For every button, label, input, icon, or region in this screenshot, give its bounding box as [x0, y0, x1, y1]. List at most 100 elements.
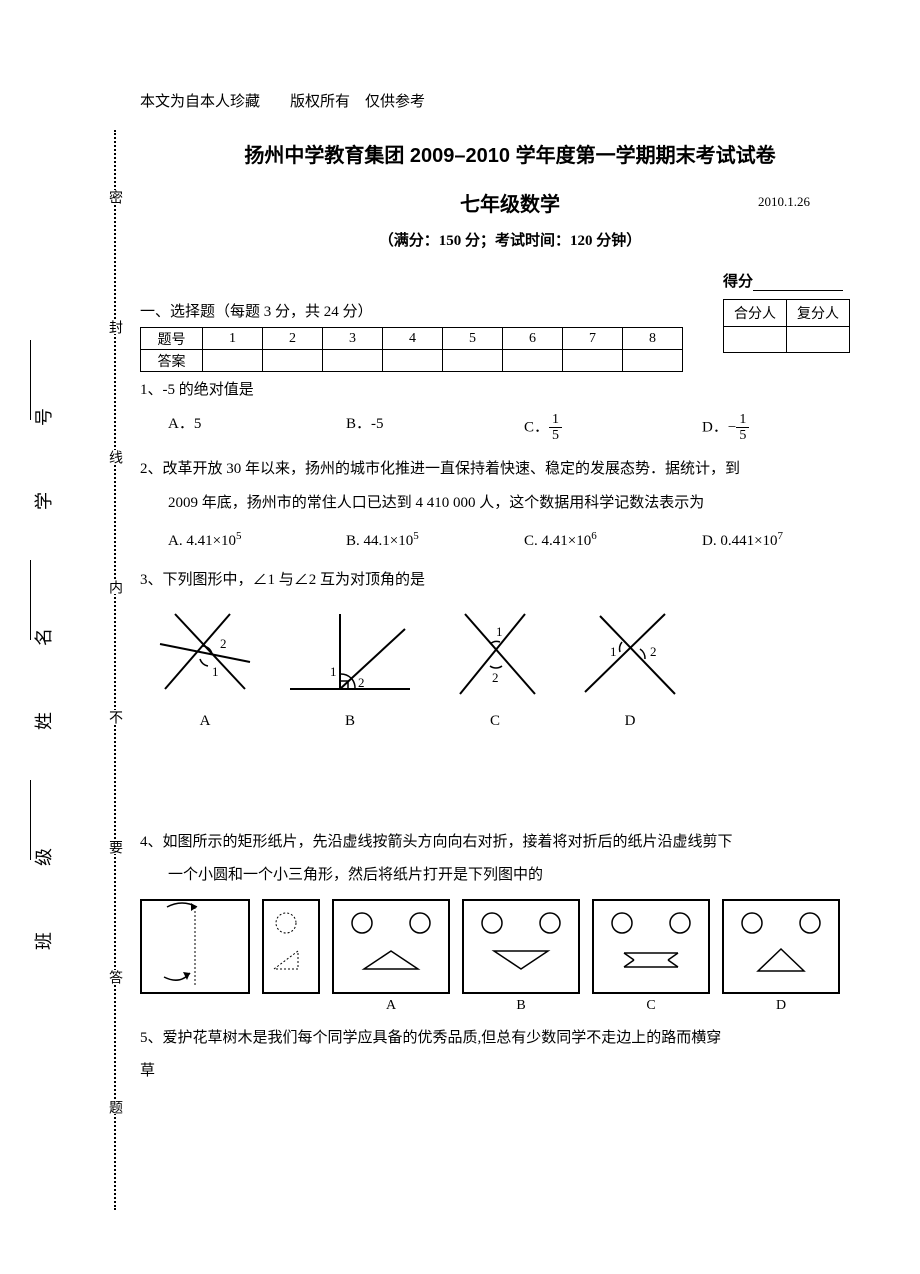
header-note: 本文为自本人珍藏 版权所有 仅供参考 [140, 90, 880, 111]
q4-label-d: D [722, 998, 840, 1014]
binding-char-3: 要 [104, 840, 124, 854]
q5-line2: 草 [140, 1059, 880, 1085]
q3-diagrams: 2 1 A 1 2 B 1 [150, 604, 880, 730]
ans-num-5: 5 [443, 328, 503, 350]
q2-line1: 2、改革开放 30 年以来，扬州的城市化推进一直保持着快速、稳定的发展态势．据统… [140, 457, 880, 483]
score-underline [753, 290, 843, 291]
q3-label-a: A [150, 713, 260, 730]
spacer [140, 750, 880, 830]
binding-char-1: 题 [104, 1100, 124, 1114]
page-content: 本文为自本人珍藏 版权所有 仅供参考 扬州中学教育集团 2009–2010 学年… [140, 90, 880, 1093]
q5-line1: 5、爱护花草树木是我们每个同学应具备的优秀品质,但总有少数同学不走边上的路而横穿 [140, 1026, 880, 1052]
q3-svg-a: 2 1 [150, 604, 260, 704]
q4-option-d: D [722, 899, 840, 1014]
q4-folded [262, 899, 320, 994]
ans-cell-3 [323, 350, 383, 372]
binding-char-5: 内 [104, 580, 124, 594]
exam-date: 2010.1.26 [758, 194, 810, 210]
binding-dotted-line [114, 130, 116, 1210]
q4-label-b: B [462, 998, 580, 1014]
q4-line1: 4、如图所示的矩形纸片，先沿虚线按箭头方向向右对折，接着将对折后的纸片沿虚线剪下 [140, 830, 880, 856]
q2-options: A. 4.41×105 B. 44.1×105 C. 4.41×106 D. 0… [140, 530, 880, 550]
q3-diagram-a: 2 1 A [150, 604, 260, 730]
score-label: 得分 [723, 274, 753, 290]
q4-option-a: A [332, 899, 450, 1014]
q4-diagrams: A B [140, 899, 880, 1014]
answer-row2-label: 答案 [141, 350, 203, 372]
svg-text:1: 1 [496, 624, 503, 639]
subtitle-row: 七年级数学 2010.1.26 [140, 188, 880, 217]
q2-opt-a: A. 4.41×105 [168, 530, 346, 550]
q3-diagram-d: 1 2 D [570, 604, 690, 730]
scorer-table: 合分人 复分人 [723, 299, 850, 353]
ans-num-1: 1 [203, 328, 263, 350]
q3-text: 3、下列图形中，∠1 与∠2 互为对顶角的是 [140, 568, 880, 594]
q3-svg-c: 1 2 [440, 604, 550, 704]
ans-num-3: 3 [323, 328, 383, 350]
q3-svg-b: 1 2 [280, 604, 420, 704]
q1-text: 1、-5 的绝对值是 [140, 378, 880, 404]
q1-opt-b: B．-5 [346, 412, 524, 444]
q4-original [140, 899, 250, 994]
scorer-header-2: 复分人 [787, 300, 850, 327]
q4-label-c: C [592, 998, 710, 1014]
q4-line2: 一个小圆和一个小三角形，然后将纸片打开是下列图中的 [140, 863, 880, 889]
scorer-cell-2 [787, 327, 850, 353]
ans-num-7: 7 [563, 328, 623, 350]
answer-table: 题号 1 2 3 4 5 6 7 8 答案 [140, 327, 683, 372]
ans-num-4: 4 [383, 328, 443, 350]
exam-title: 扬州中学教育集团 2009–2010 学年度第一学期期末考试试卷 [140, 139, 880, 168]
exam-subject: 七年级数学 [460, 188, 560, 217]
class-label: 班 级 [30, 824, 56, 950]
class-underline [30, 780, 31, 860]
q2-opt-b: B. 44.1×105 [346, 530, 524, 550]
ans-num-8: 8 [623, 328, 683, 350]
binding-margin: 题 答 要 不 内 线 封 密 [100, 130, 130, 1210]
q1-opt-c: C．15 [524, 412, 702, 444]
svg-text:1: 1 [610, 644, 617, 659]
ans-cell-6 [503, 350, 563, 372]
name-underline [30, 560, 31, 640]
q2-line2: 2009 年底，扬州市的常住人口已达到 4 410 000 人，这个数据用科学记… [140, 491, 880, 517]
ans-cell-5 [443, 350, 503, 372]
ans-num-2: 2 [263, 328, 323, 350]
scorer-cell-1 [724, 327, 787, 353]
ans-cell-7 [563, 350, 623, 372]
q4-option-b: B [462, 899, 580, 1014]
id-label: 学 号 [30, 384, 56, 510]
score-area: 得分 合分人 复分人 [723, 270, 850, 353]
exam-info: （满分：150 分；考试时间：120 分钟） [140, 229, 880, 250]
svg-text:1: 1 [212, 664, 219, 679]
answer-row1-label: 题号 [141, 328, 203, 350]
svg-text:2: 2 [358, 675, 365, 690]
q4-option-c: C [592, 899, 710, 1014]
q3-label-b: B [280, 713, 420, 730]
q3-label-c: C [440, 713, 550, 730]
ans-cell-4 [383, 350, 443, 372]
q1-opt-a: A．5 [168, 412, 346, 444]
svg-text:1: 1 [330, 664, 337, 679]
q1-options: A．5 B．-5 C．15 D．−15 [140, 412, 880, 444]
binding-char-6: 线 [104, 450, 124, 464]
ans-num-6: 6 [503, 328, 563, 350]
q2-opt-d: D. 0.441×107 [702, 530, 880, 550]
binding-char-7: 封 [104, 320, 124, 334]
q3-diagram-b: 1 2 B [280, 604, 420, 730]
scorer-header-1: 合分人 [724, 300, 787, 327]
q3-svg-d: 1 2 [570, 604, 690, 704]
binding-char-8: 密 [104, 190, 124, 204]
q2-opt-c: C. 4.41×106 [524, 530, 702, 550]
ans-cell-8 [623, 350, 683, 372]
svg-text:2: 2 [650, 644, 657, 659]
svg-text:2: 2 [492, 670, 499, 685]
name-label: 姓 名 [30, 604, 56, 730]
q4-label-a: A [332, 998, 450, 1014]
binding-char-4: 不 [104, 710, 124, 724]
ans-cell-1 [203, 350, 263, 372]
q1-opt-d: D．−15 [702, 412, 880, 444]
q3-diagram-c: 1 2 C [440, 604, 550, 730]
id-underline [30, 340, 31, 420]
ans-cell-2 [263, 350, 323, 372]
svg-text:2: 2 [220, 636, 227, 651]
q3-label-d: D [570, 713, 690, 730]
